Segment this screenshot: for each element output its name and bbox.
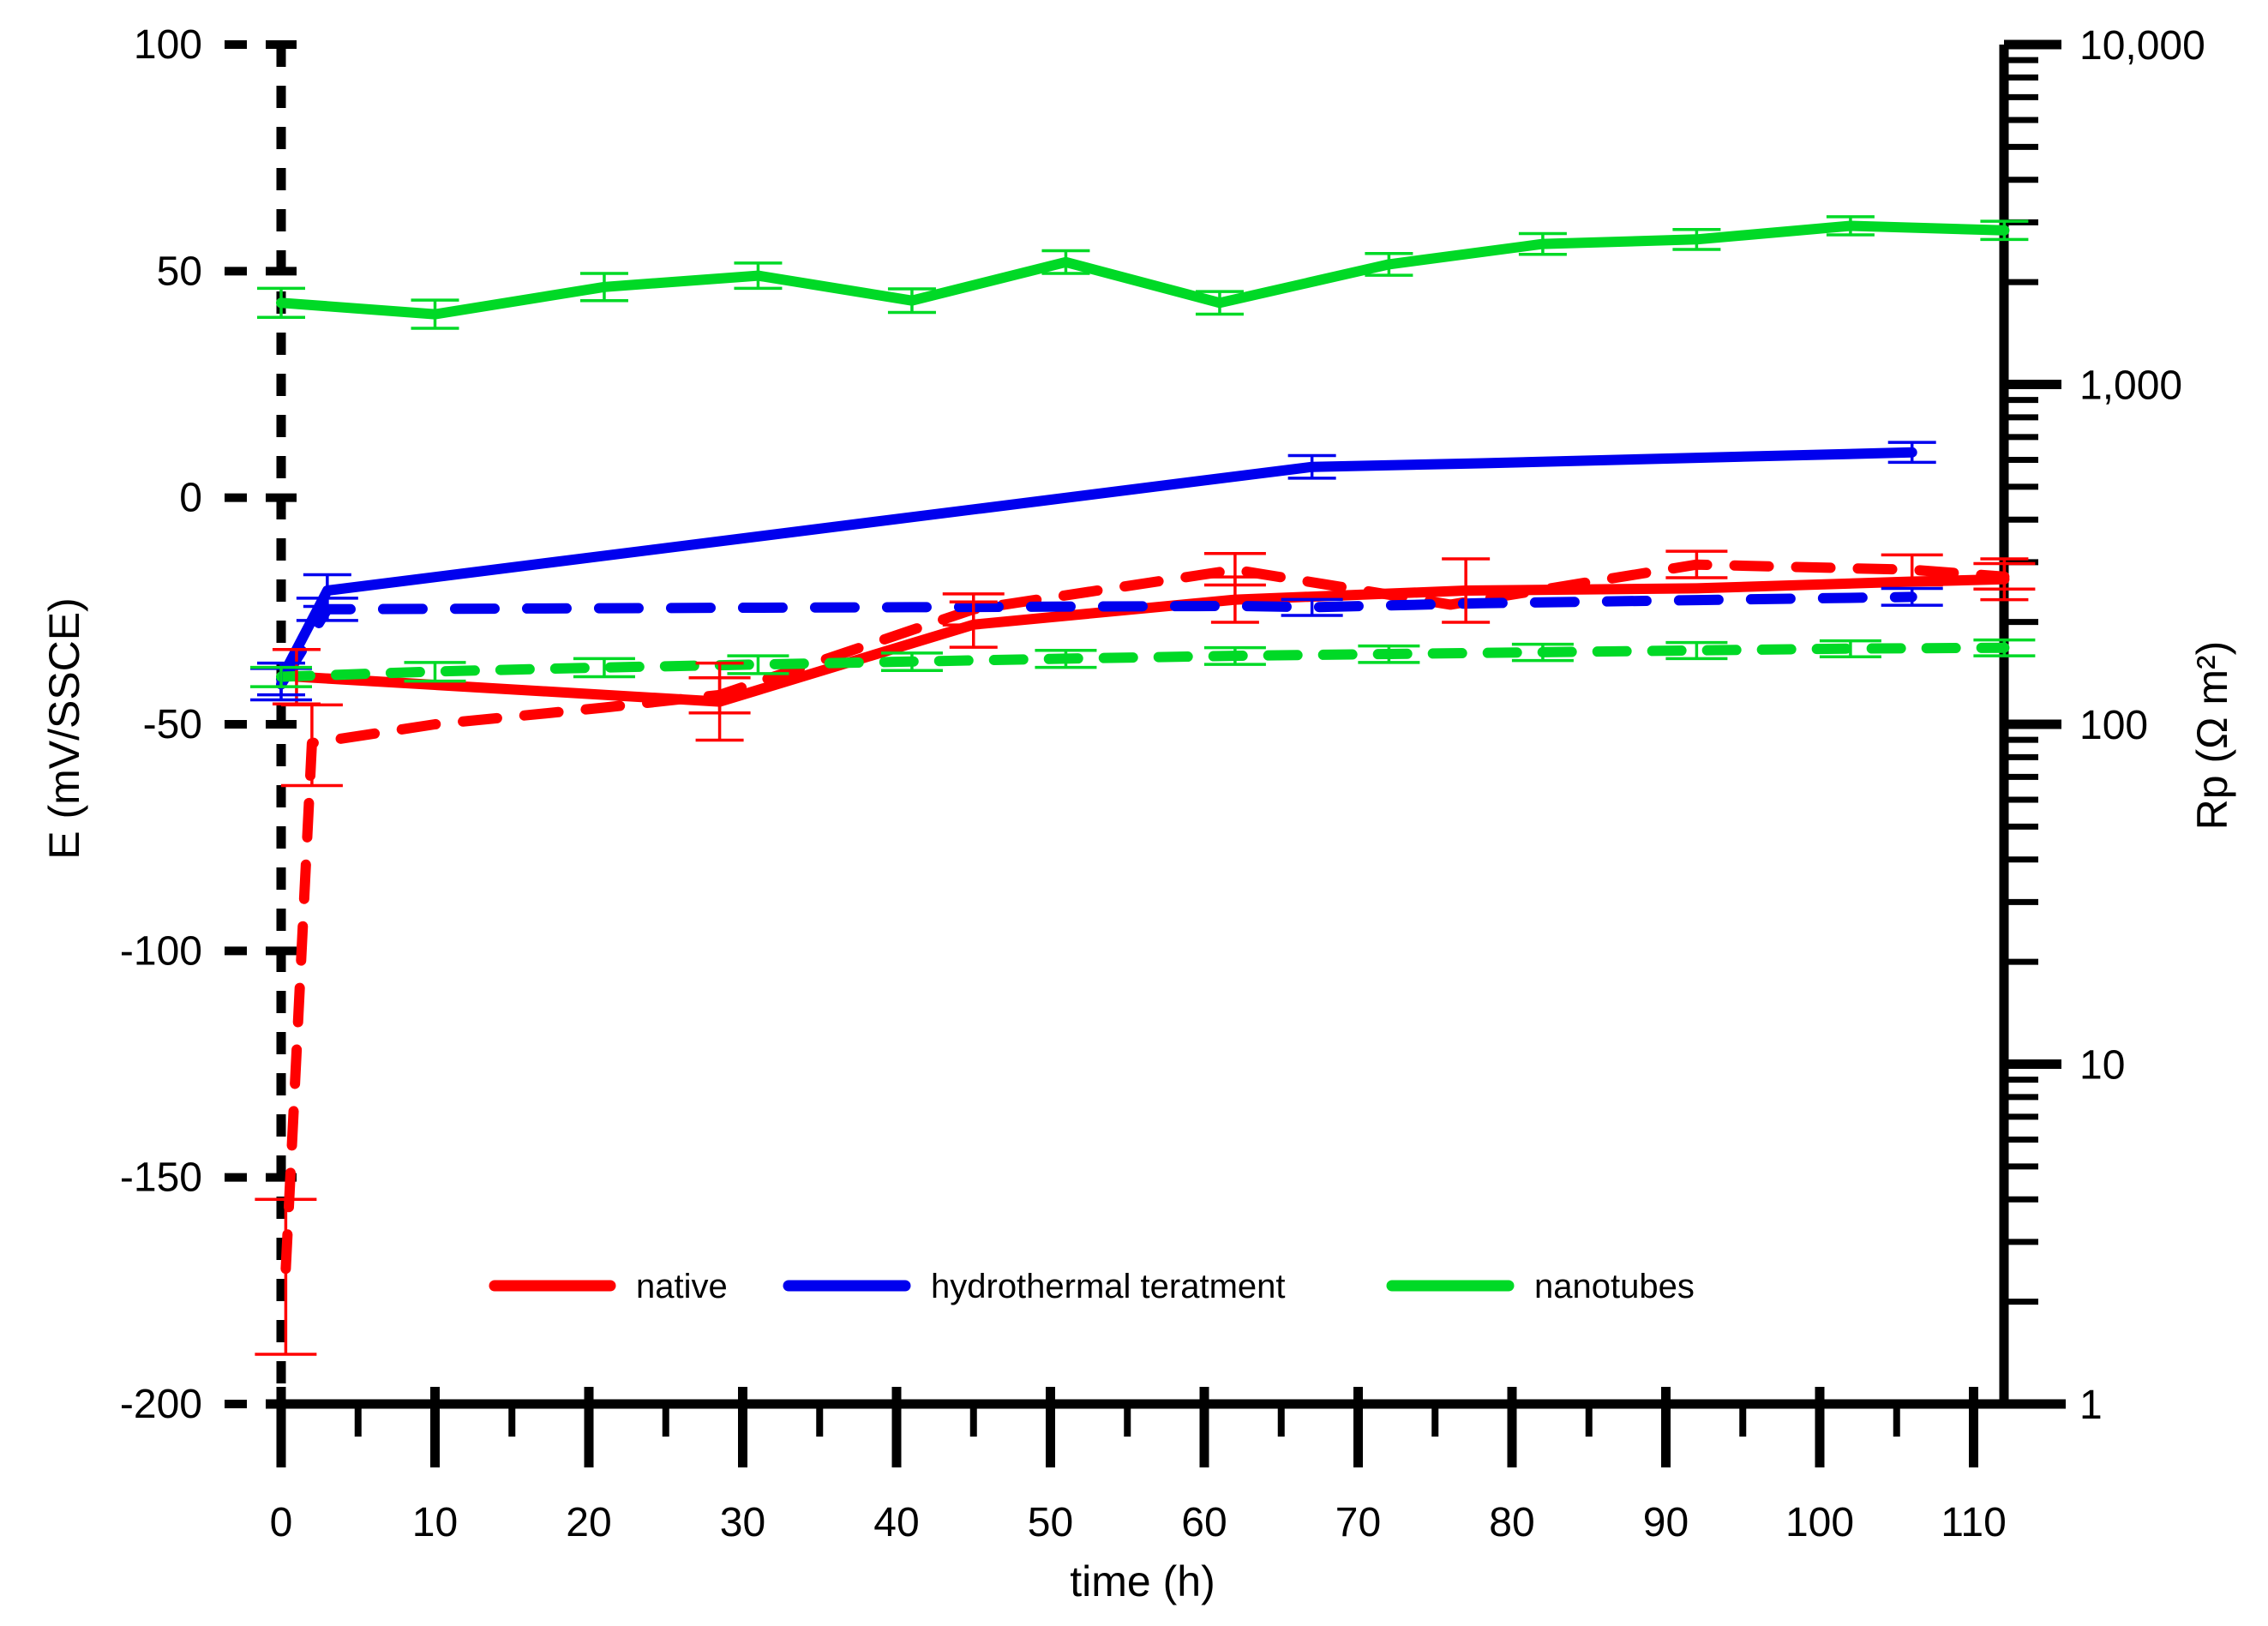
error-bar-native-Rp — [255, 1197, 317, 1356]
axes-group — [225, 39, 2066, 1467]
y-left-tick-label: 50 — [157, 249, 202, 294]
error-bars-group — [250, 215, 2036, 1356]
tick-labels-group: 0 10 20 30 40 50 60 70 80 90 100 110100500-50-100-1… — [120, 22, 2205, 1545]
y-left-tick-label: 100 — [134, 22, 202, 68]
error-bar-nanotubes-Rp — [1819, 639, 1881, 658]
x-tick-label: 90 — [1643, 1500, 1689, 1545]
x-tick-label: 70 — [1335, 1500, 1381, 1545]
error-bar-nanotubes-Rp — [573, 657, 635, 679]
error-bar-native-Rp — [1203, 552, 1266, 587]
y-right-tick-label: 100 — [2079, 703, 2148, 748]
legend-label-native: native — [636, 1268, 728, 1305]
error-bar-nanotubes-E — [1041, 249, 1090, 275]
error-bar-nanotubes-Rp — [1358, 644, 1420, 664]
legend: native hydrothermal teratment nanotubes — [489, 1268, 1695, 1305]
error-bar-nanotubes-Rp — [727, 654, 789, 675]
error-bar-hydrothermal-Rp — [1281, 597, 1343, 617]
error-bar-nanotubes-E — [1980, 219, 2029, 242]
x-tick-label: 30 — [720, 1500, 765, 1545]
x-tick-label: 60 — [1181, 1500, 1227, 1545]
error-bar-hydrothermal-Rp — [1881, 586, 1943, 607]
series-group — [276, 220, 2010, 1275]
error-bar-nanotubes-Rp — [1035, 649, 1097, 669]
y-right-tick-label: 10 — [2079, 1043, 2125, 1089]
x-tick-label: 100 — [1785, 1500, 1854, 1545]
series-native-Rp-line — [280, 559, 2010, 1275]
error-bar-nanotubes-Rp — [1511, 642, 1574, 663]
error-bar-nanotubes-E — [887, 287, 936, 315]
series-hydrothermal-Rp-line — [276, 591, 1917, 690]
error-bar-nanotubes-Rp — [250, 665, 312, 688]
y-right-tick-label: 10,000 — [2079, 23, 2205, 69]
x-tick-label: 40 — [873, 1500, 919, 1545]
x-tick-label: 50 — [1028, 1500, 1073, 1545]
x-tick-label: 20 — [566, 1500, 611, 1545]
x-tick-label: 80 — [1489, 1500, 1534, 1545]
error-bar-nanotubes-Rp — [1665, 640, 1728, 661]
error-bar-native-E — [1442, 557, 1491, 624]
series-hydrothermal-E-line — [276, 447, 1917, 685]
y-left-tick-label: -150 — [120, 1155, 202, 1201]
error-bar-native-Rp — [1973, 561, 2036, 591]
y-left-tick-label: 0 — [179, 476, 202, 521]
error-bar-nanotubes-E — [1365, 251, 1413, 277]
x-tick-label: 0 — [270, 1500, 293, 1545]
y-left-tick-label: -200 — [120, 1382, 202, 1427]
y-right-axis-title: Rp (Ω m²) — [2188, 641, 2236, 831]
error-bar-nanotubes-Rp — [404, 661, 466, 683]
y-left-axis-title: E (mV/SSCE) — [40, 597, 88, 860]
error-bar-nanotubes-Rp — [1203, 645, 1266, 666]
y-left-tick-label: -100 — [120, 928, 202, 974]
error-bar-nanotubes-E — [734, 261, 783, 291]
legend-label-nanotubes: nanotubes — [1534, 1268, 1695, 1305]
error-bar-nanotubes-E — [1518, 231, 1567, 256]
error-bar-native-Rp — [1665, 549, 1728, 579]
y-left-tick-label: -50 — [143, 702, 202, 747]
error-bar-native-Rp — [1881, 553, 1943, 587]
error-bar-nanotubes-Rp — [880, 651, 943, 672]
error-bar-nanotubes-Rp — [1973, 638, 2036, 657]
error-bar-hydrothermal-E — [1287, 453, 1336, 480]
x-tick-label: 10 — [412, 1500, 458, 1545]
error-bar-nanotubes-E — [1826, 215, 1875, 237]
error-bar-nanotubes-E — [1195, 290, 1244, 316]
series-nanotubes-E-line — [276, 220, 2010, 320]
x-tick-label: 110 — [1941, 1500, 2007, 1545]
error-bar-hydrothermal-E — [1887, 441, 1936, 465]
error-bar-native-Rp — [942, 592, 1005, 627]
error-bar-nanotubes-E — [1672, 227, 1721, 251]
error-bar-nanotubes-E — [579, 272, 628, 303]
y-right-tick-label: 1,000 — [2079, 363, 2182, 409]
x-axis-title: time (h) — [1070, 1557, 1215, 1605]
series-native-E-line — [291, 573, 2010, 707]
error-bar-native-Rp — [688, 676, 751, 715]
series-nanotubes-Rp-line — [276, 642, 2010, 682]
y-right-tick-label: 1 — [2079, 1383, 2103, 1428]
error-bar-hydrothermal-Rp — [296, 597, 358, 622]
error-bar-nanotubes-E — [411, 298, 459, 330]
error-bar-native-Rp — [280, 703, 343, 788]
legend-label-hydrothermal: hydrothermal teratment — [931, 1268, 1286, 1305]
error-bar-nanotubes-E — [257, 286, 305, 320]
